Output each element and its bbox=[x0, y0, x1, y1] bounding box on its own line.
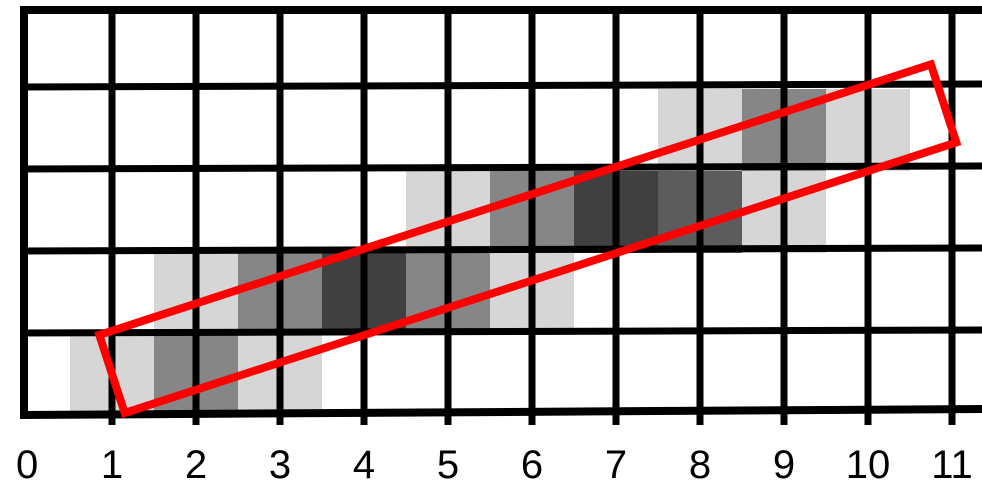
tick-label-3: 3 bbox=[269, 443, 291, 487]
tick-label-5: 5 bbox=[437, 443, 459, 487]
tick-label-6: 6 bbox=[521, 443, 543, 487]
tick-label-0: 0 bbox=[16, 443, 38, 487]
sample-box bbox=[94, 59, 962, 419]
grid-hline-3 bbox=[19, 162, 982, 173]
tick-label-10: 10 bbox=[846, 443, 891, 487]
grid-lines bbox=[19, 6, 982, 425]
tick-label-9: 9 bbox=[773, 443, 795, 487]
grid-hline-1 bbox=[19, 326, 982, 337]
tick-label-2: 2 bbox=[185, 443, 207, 487]
x-axis-tick-labels: 0 1 2 3 4 5 6 7 8 9 10 11 bbox=[16, 443, 973, 487]
tick-label-11: 11 bbox=[931, 443, 973, 487]
tick-label-4: 4 bbox=[353, 443, 375, 487]
tick-label-8: 8 bbox=[689, 443, 711, 487]
sample-box-layer bbox=[94, 59, 962, 419]
tick-label-1: 1 bbox=[101, 443, 123, 487]
grid-baseline bbox=[19, 405, 982, 419]
grid-hline-4 bbox=[19, 80, 982, 91]
grid-hline-2 bbox=[19, 244, 982, 255]
tick-label-7: 7 bbox=[605, 443, 627, 487]
